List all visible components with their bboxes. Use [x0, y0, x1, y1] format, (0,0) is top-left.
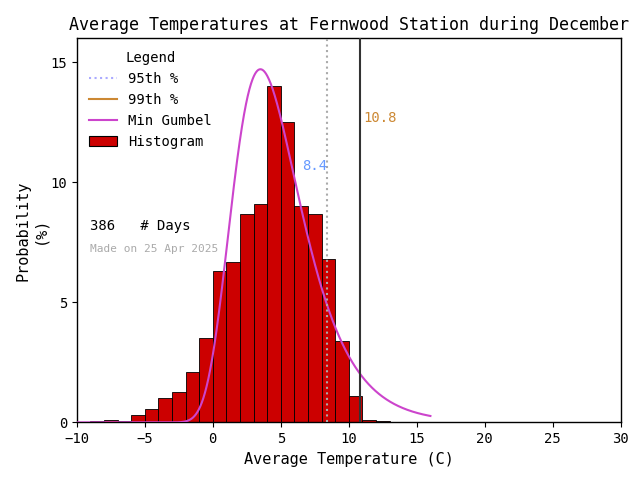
Text: Made on 25 Apr 2025: Made on 25 Apr 2025: [90, 243, 219, 253]
Bar: [212, 271, 227, 422]
Legend: 95th %, 99th %, Min Gumbel, Histogram: 95th %, 99th %, Min Gumbel, Histogram: [84, 45, 218, 154]
X-axis label: Average Temperature (C): Average Temperature (C): [244, 452, 454, 467]
Bar: [335, 341, 349, 422]
Bar: [308, 214, 322, 422]
Bar: [186, 372, 199, 422]
Text: 8.4: 8.4: [303, 159, 328, 173]
Bar: [322, 259, 335, 422]
Bar: [131, 415, 145, 422]
Bar: [362, 420, 376, 422]
Bar: [90, 421, 104, 422]
Bar: [240, 214, 253, 422]
Bar: [145, 409, 159, 422]
Bar: [268, 86, 281, 422]
Title: Average Temperatures at Fernwood Station during December: Average Temperatures at Fernwood Station…: [69, 16, 628, 34]
Bar: [227, 262, 240, 422]
Bar: [172, 393, 186, 422]
Text: 386   # Days: 386 # Days: [90, 219, 191, 233]
Bar: [118, 421, 131, 422]
Bar: [104, 420, 118, 422]
Y-axis label: Probability
(%): Probability (%): [15, 180, 47, 281]
Bar: [159, 398, 172, 422]
Bar: [281, 122, 294, 422]
Bar: [294, 206, 308, 422]
Bar: [376, 421, 390, 422]
Bar: [349, 396, 362, 422]
Text: 10.8: 10.8: [364, 111, 397, 125]
Bar: [199, 338, 212, 422]
Bar: [253, 204, 268, 422]
